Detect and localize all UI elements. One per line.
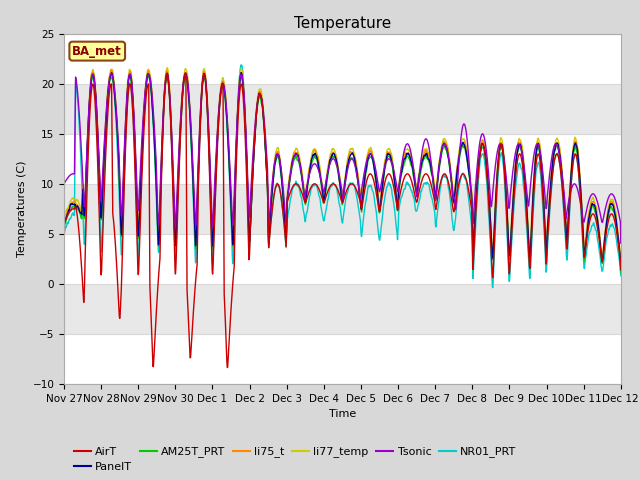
- AirT: [502, 203, 510, 208]
- Tsonic: [429, 179, 437, 184]
- Line: li75_t: li75_t: [64, 70, 621, 269]
- li77_temp: [184, 80, 192, 86]
- li77_temp: [60, 238, 68, 244]
- NR01_PRT: [60, 247, 68, 253]
- AirT: [60, 240, 68, 246]
- NR01_PRT: [184, 83, 191, 88]
- Tsonic: [60, 214, 68, 220]
- PanelT: [237, 70, 245, 75]
- Tsonic: [171, 210, 179, 216]
- AM25T_PRT: [60, 243, 68, 249]
- PanelT: [184, 83, 191, 88]
- Text: BA_met: BA_met: [72, 45, 122, 58]
- NR01_PRT: [238, 62, 246, 68]
- PanelT: [502, 187, 509, 193]
- Line: li77_temp: li77_temp: [64, 68, 621, 266]
- Tsonic: [551, 142, 559, 147]
- Y-axis label: Temperatures (C): Temperatures (C): [17, 160, 27, 257]
- li77_temp: [246, 216, 254, 222]
- AM25T_PRT: [551, 148, 559, 154]
- li75_t: [246, 217, 254, 223]
- NR01_PRT: [617, 273, 625, 279]
- AirT: [429, 192, 437, 198]
- AirT: [182, 71, 189, 77]
- PanelT: [170, 216, 178, 222]
- li77_temp: [617, 263, 625, 269]
- Tsonic: [502, 171, 509, 177]
- AirT: [223, 365, 231, 371]
- Tsonic: [617, 240, 625, 246]
- li75_t: [184, 83, 192, 89]
- Line: NR01_PRT: NR01_PRT: [64, 65, 621, 288]
- Legend: AirT, PanelT, AM25T_PRT, li75_t, li77_temp, Tsonic, NR01_PRT: AirT, PanelT, AM25T_PRT, li75_t, li77_te…: [70, 442, 521, 477]
- AirT: [184, 312, 192, 318]
- Line: Tsonic: Tsonic: [64, 74, 621, 243]
- li77_temp: [429, 172, 437, 178]
- Bar: [64, 84, 621, 134]
- li75_t: [502, 184, 509, 190]
- AM25T_PRT: [429, 181, 437, 187]
- Bar: [64, 184, 621, 234]
- NR01_PRT: [502, 212, 510, 217]
- NR01_PRT: [246, 219, 254, 225]
- Bar: [64, 284, 621, 334]
- NR01_PRT: [429, 200, 437, 206]
- li77_temp: [163, 65, 171, 71]
- PanelT: [429, 178, 437, 183]
- li75_t: [171, 225, 179, 231]
- AM25T_PRT: [617, 270, 625, 276]
- Title: Temperature: Temperature: [294, 16, 391, 31]
- PanelT: [60, 240, 68, 246]
- PanelT: [617, 267, 625, 273]
- li77_temp: [171, 222, 179, 228]
- AM25T_PRT: [145, 72, 152, 78]
- NR01_PRT: [552, 156, 559, 161]
- AM25T_PRT: [171, 230, 179, 236]
- PanelT: [246, 221, 254, 227]
- Line: AM25T_PRT: AM25T_PRT: [64, 75, 621, 273]
- li77_temp: [502, 181, 509, 187]
- li75_t: [429, 175, 437, 181]
- AM25T_PRT: [246, 222, 254, 228]
- AM25T_PRT: [502, 190, 509, 195]
- X-axis label: Time: Time: [329, 409, 356, 419]
- AirT: [170, 239, 178, 244]
- Tsonic: [108, 71, 115, 77]
- li75_t: [617, 266, 625, 272]
- NR01_PRT: [170, 223, 178, 228]
- li77_temp: [551, 141, 559, 146]
- Line: PanelT: PanelT: [64, 72, 621, 270]
- Line: AirT: AirT: [64, 74, 621, 368]
- AirT: [247, 211, 255, 217]
- AirT: [617, 266, 625, 272]
- AM25T_PRT: [184, 89, 192, 95]
- AirT: [552, 153, 559, 159]
- NR01_PRT: [489, 285, 497, 290]
- PanelT: [551, 146, 559, 152]
- li75_t: [60, 239, 68, 245]
- Tsonic: [184, 84, 192, 90]
- Tsonic: [246, 194, 254, 200]
- li75_t: [551, 144, 559, 150]
- li75_t: [108, 67, 115, 73]
